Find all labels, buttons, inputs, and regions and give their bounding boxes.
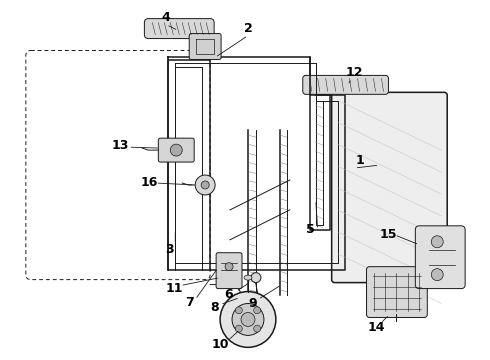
- Text: 5: 5: [306, 223, 315, 236]
- Text: 8: 8: [210, 301, 219, 314]
- Circle shape: [232, 303, 264, 336]
- Text: 12: 12: [346, 66, 363, 79]
- FancyBboxPatch shape: [303, 75, 389, 94]
- Circle shape: [195, 175, 215, 195]
- Circle shape: [254, 307, 261, 314]
- Circle shape: [171, 144, 182, 156]
- Text: 9: 9: [248, 297, 257, 310]
- Text: 13: 13: [112, 139, 129, 152]
- Circle shape: [251, 273, 261, 283]
- Ellipse shape: [244, 275, 252, 280]
- FancyBboxPatch shape: [158, 138, 194, 162]
- FancyBboxPatch shape: [416, 226, 465, 289]
- Circle shape: [201, 181, 209, 189]
- Text: 15: 15: [380, 228, 397, 241]
- Text: 4: 4: [162, 11, 171, 24]
- Text: 1: 1: [355, 154, 364, 167]
- FancyBboxPatch shape: [332, 92, 447, 283]
- Circle shape: [220, 292, 276, 347]
- Text: 2: 2: [244, 22, 252, 35]
- Circle shape: [254, 325, 261, 332]
- FancyBboxPatch shape: [367, 267, 427, 318]
- Circle shape: [235, 307, 243, 314]
- Text: 7: 7: [185, 296, 194, 309]
- FancyBboxPatch shape: [145, 19, 214, 39]
- Text: 14: 14: [368, 321, 385, 334]
- Text: 11: 11: [166, 282, 183, 295]
- Circle shape: [431, 236, 443, 248]
- Text: 3: 3: [165, 243, 173, 256]
- Circle shape: [218, 265, 238, 285]
- Circle shape: [431, 269, 443, 280]
- Text: 16: 16: [141, 176, 158, 189]
- Circle shape: [225, 263, 233, 271]
- FancyBboxPatch shape: [216, 253, 242, 289]
- Circle shape: [235, 325, 243, 332]
- FancyBboxPatch shape: [189, 33, 221, 59]
- Text: 10: 10: [211, 338, 229, 351]
- Circle shape: [241, 312, 255, 327]
- Text: 6: 6: [225, 288, 233, 301]
